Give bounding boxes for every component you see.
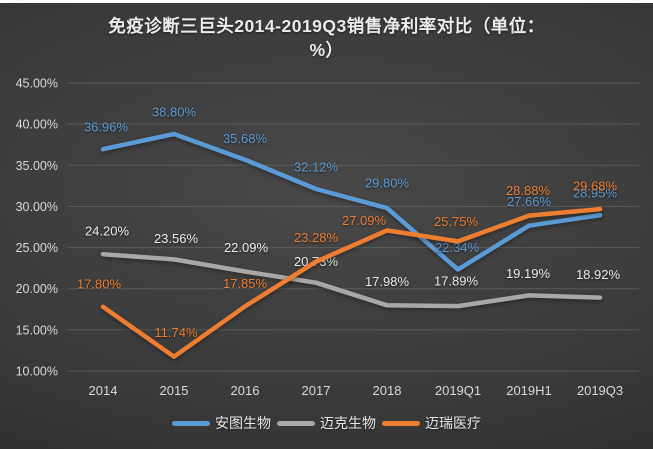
data-label-迈瑞医疗-2015: 11.74%	[154, 325, 198, 340]
y-axis-tick-label: 30.00%	[16, 200, 58, 214]
chart-title-line1: 免疫诊断三巨头2014-2019Q3销售净利率对比（单位：	[108, 16, 545, 36]
data-label-迈克生物-2015: 23.56%	[154, 231, 199, 246]
chart-background	[0, 3, 653, 449]
series-group-安图生物: 36.96% 38.80% 35.68% 32.12% 29.80% 22.34% 27.6…	[84, 105, 618, 272]
chart-legend: 安图生物 迈克生物 迈瑞医疗	[0, 413, 653, 433]
legend-item-antu: 安图生物	[172, 413, 271, 433]
x-axis-label: 2016	[231, 383, 260, 398]
legend-swatch-antu	[172, 420, 210, 426]
x-axis-label: 2018	[373, 383, 402, 398]
y-axis-tick-label: 35.00%	[16, 159, 58, 173]
y-axis-tick-label: 45.00%	[16, 77, 58, 91]
top-border-strip	[0, 0, 653, 3]
data-label-迈瑞医疗-2017: 23.28%	[294, 230, 339, 245]
legend-item-mairui: 迈瑞医疗	[382, 413, 481, 433]
data-label-安图生物-2019Q3: 28.95%	[573, 186, 618, 201]
data-label-迈克生物-2016: 22.09%	[224, 240, 269, 255]
data-label-迈瑞医疗-2019Q1: 25.75%	[434, 214, 479, 229]
chart-title-line2: %）	[309, 39, 344, 60]
y-axis-tick-label: 10.00%	[16, 365, 58, 379]
x-axis-label: 2014	[89, 383, 118, 398]
y-axis-tick-label: 20.00%	[16, 282, 58, 296]
data-label-安图生物-2016: 35.68%	[223, 131, 268, 146]
data-label-安图生物-2017: 32.12%	[294, 159, 339, 174]
legend-label-maike: 迈克生物	[320, 415, 376, 431]
x-axis-label: 2019Q3	[577, 383, 623, 398]
series-line-迈瑞医疗	[100, 206, 603, 359]
legend-swatch-mairui	[382, 420, 420, 426]
data-label-迈瑞医疗-2014: 17.80%	[77, 276, 122, 291]
data-label-迈克生物-2018: 17.98%	[365, 274, 410, 289]
data-label-安图生物-2019H1: 27.66%	[507, 194, 552, 209]
y-axis-tick-label: 15.00%	[16, 323, 58, 337]
legend-label-antu: 安图生物	[215, 415, 271, 431]
x-axis-label: 2019H1	[506, 383, 552, 398]
x-axis-label: 2015	[160, 383, 189, 398]
data-label-迈瑞医疗-2019H1: 28.88%	[506, 183, 551, 198]
data-label-迈克生物-2019Q3: 18.92%	[576, 267, 621, 282]
series-line-安图生物	[100, 131, 603, 272]
data-label-迈克生物-2019Q1: 17.89%	[434, 274, 479, 289]
data-label-迈克生物-2014: 24.20%	[85, 224, 130, 239]
legend-swatch-maike	[277, 420, 315, 426]
data-label-安图生物-2019Q1: 22.34%	[435, 240, 480, 255]
data-label-安图生物-2015: 38.80%	[152, 105, 197, 120]
legend-label-mairui: 迈瑞医疗	[425, 415, 481, 431]
series-group-迈瑞医疗: 17.80% 11.74% 17.85% 23.28%27.09% 25.75% 28.8…	[77, 179, 618, 359]
series-line-迈克生物	[100, 251, 603, 309]
series-group-迈克生物: 24.20% 23.56%22.09%20.73%17.98% 17.89%19.1…	[85, 224, 621, 309]
data-label-迈瑞医疗-2016: 17.85%	[223, 276, 268, 291]
data-label-安图生物-2018: 29.80%	[365, 176, 410, 191]
x-axis-label: 2017	[302, 383, 331, 398]
x-axis-label: 2019Q1	[435, 383, 481, 398]
y-axis-tick-label: 25.00%	[16, 241, 58, 255]
data-label-迈瑞医疗-2018: 27.09%	[342, 213, 387, 228]
legend-item-maike: 迈克生物	[277, 413, 376, 433]
chart-title: 免疫诊断三巨头2014-2019Q3销售净利率对比（单位： %）	[0, 15, 653, 62]
data-label-安图生物-2014: 36.96%	[84, 120, 129, 135]
data-label-迈克生物-2019H1: 19.19%	[506, 266, 551, 281]
y-axis-tick-label: 40.00%	[16, 118, 58, 132]
data-label-迈瑞医疗-2019Q3: 29.68%	[573, 179, 618, 194]
